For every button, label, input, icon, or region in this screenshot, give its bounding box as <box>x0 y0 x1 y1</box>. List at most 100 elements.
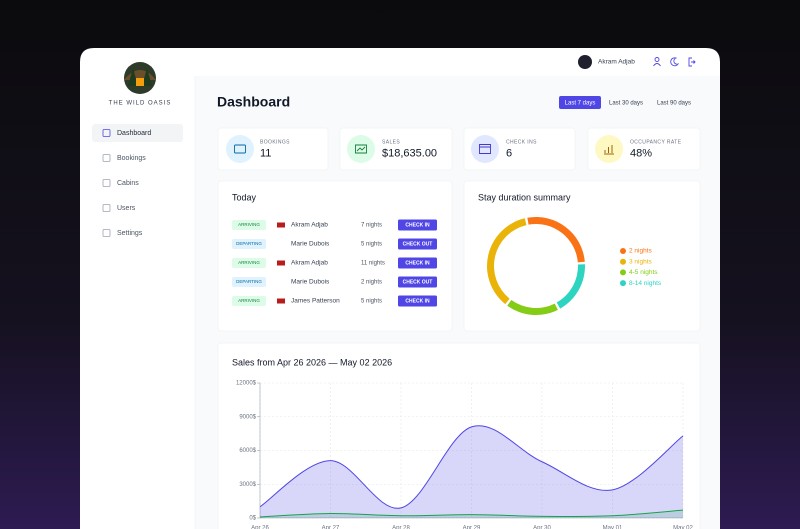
y-tick-label: 9000$ <box>239 414 256 420</box>
card-title: Sales from Apr 26 2026 — May 02 2026 <box>232 357 392 367</box>
action-button[interactable] <box>398 238 437 250</box>
stat-label: OCCUPANCY RATE <box>630 139 682 145</box>
nights: 11 nights <box>361 261 385 267</box>
stat-icon-glyph <box>479 144 491 154</box>
action-button-text[interactable]: CHECK IN <box>405 298 430 304</box>
guest-name: Marie Dubois <box>291 241 330 248</box>
status-tag-text: DEPARTING <box>236 279 262 284</box>
legend-dot <box>620 269 626 276</box>
nav-item[interactable]: Bookings <box>117 155 146 162</box>
flag <box>277 298 285 304</box>
stat-icon-glyph <box>355 144 367 154</box>
stat-label: CHECK INS <box>506 139 537 145</box>
area-fill <box>260 510 683 518</box>
action-button[interactable] <box>398 257 437 269</box>
y-tick-label: 12000$ <box>236 381 257 387</box>
action-button[interactable] <box>398 219 437 231</box>
action-button-text[interactable]: CHECK IN <box>405 260 430 266</box>
stat-label: SALES <box>382 139 400 145</box>
header-icons <box>653 57 696 67</box>
donut-segment <box>487 218 527 305</box>
x-tick-label: Apr 29 <box>463 526 481 529</box>
legend-dot <box>620 248 626 254</box>
flag <box>277 222 285 228</box>
filter-button[interactable]: Last 30 days <box>609 101 643 107</box>
area-line <box>259 509 684 518</box>
account-icon[interactable] <box>653 57 661 67</box>
logout-icon[interactable] <box>688 57 696 67</box>
page-title: Dashboard <box>217 94 290 110</box>
legend-label: 3 nights <box>629 258 653 265</box>
brand: THE WILD OASIS <box>109 101 172 107</box>
guest-name: Akram Adjab <box>291 260 328 267</box>
filter-active-bg <box>559 96 601 109</box>
stat-icon-glyph <box>604 145 614 155</box>
stat-icon <box>226 135 254 163</box>
nav-icon <box>102 229 111 237</box>
logo <box>124 62 156 94</box>
legend-dot <box>620 280 626 287</box>
donut-segment <box>507 300 558 315</box>
filter-button[interactable]: Last 90 days <box>657 101 691 107</box>
stat-value: $18,635.00 <box>382 147 437 159</box>
nav-icon <box>102 204 111 212</box>
nights: 2 nights <box>361 280 382 286</box>
action-button[interactable] <box>398 276 437 288</box>
today-card <box>217 180 453 332</box>
x-tick-label: Apr 27 <box>322 526 340 529</box>
filter-button[interactable]: Last 7 days <box>565 101 596 107</box>
guest-name: Marie Dubois <box>291 279 330 286</box>
donut-segment <box>527 217 585 263</box>
action-button-text[interactable]: CHECK IN <box>405 222 430 228</box>
nav-active-bg <box>92 124 183 142</box>
nights: 5 nights <box>361 299 382 305</box>
y-tick-label: 3000$ <box>239 482 256 488</box>
action-button[interactable] <box>398 295 437 307</box>
dark-mode-icon[interactable] <box>670 57 680 67</box>
legend-label: 4-5 nights <box>629 269 658 276</box>
guest-name: Akram Adjab <box>291 222 328 229</box>
status-tag-text: DEPARTING <box>236 241 262 246</box>
nav-icon <box>102 129 111 137</box>
nav-icon <box>102 154 111 162</box>
legend-label: 8-14 nights <box>629 280 662 287</box>
status-tag-text: ARRIVING <box>238 298 260 303</box>
legend-dot <box>620 258 626 265</box>
x-tick-label: May 01 <box>603 526 623 529</box>
nav-item[interactable]: Dashboard <box>117 130 151 137</box>
avatar[interactable] <box>578 55 592 69</box>
nav-item[interactable]: Cabins <box>117 180 139 187</box>
nights: 7 nights <box>361 223 382 229</box>
status-tag <box>232 239 266 249</box>
nav-item[interactable]: Settings <box>117 230 143 237</box>
nights: 5 nights <box>361 242 382 248</box>
stat-value: 11 <box>260 147 271 159</box>
x-tick-label: Apr 26 <box>251 526 269 529</box>
flag <box>277 260 285 266</box>
guest-name: James Patterson <box>291 298 340 305</box>
y-tick-label: 6000$ <box>239 448 256 454</box>
stat-value: 48% <box>630 147 652 159</box>
action-button-text[interactable]: CHECK OUT <box>403 241 433 247</box>
nav-item[interactable]: Users <box>117 205 136 212</box>
card-title: Stay duration summary <box>478 192 571 202</box>
stat-label: BOOKINGS <box>260 139 290 145</box>
legend-label: 2 nights <box>629 248 653 255</box>
stat-icon <box>471 135 499 163</box>
area-line <box>259 425 684 509</box>
y-tick-label: 0$ <box>249 516 256 522</box>
x-tick-label: Apr 30 <box>533 526 551 529</box>
action-button-text[interactable]: CHECK OUT <box>403 279 433 285</box>
card-title: Today <box>232 192 257 202</box>
status-tag <box>232 296 266 306</box>
nav-icon <box>102 179 111 187</box>
status-tag <box>232 277 266 287</box>
x-tick-label: Apr 28 <box>392 526 410 529</box>
status-tag-text: ARRIVING <box>238 260 260 265</box>
area-fill <box>260 425 683 518</box>
status-tag-text: ARRIVING <box>238 222 260 227</box>
donut-segment <box>556 264 586 309</box>
stat-icon-glyph <box>234 144 246 154</box>
